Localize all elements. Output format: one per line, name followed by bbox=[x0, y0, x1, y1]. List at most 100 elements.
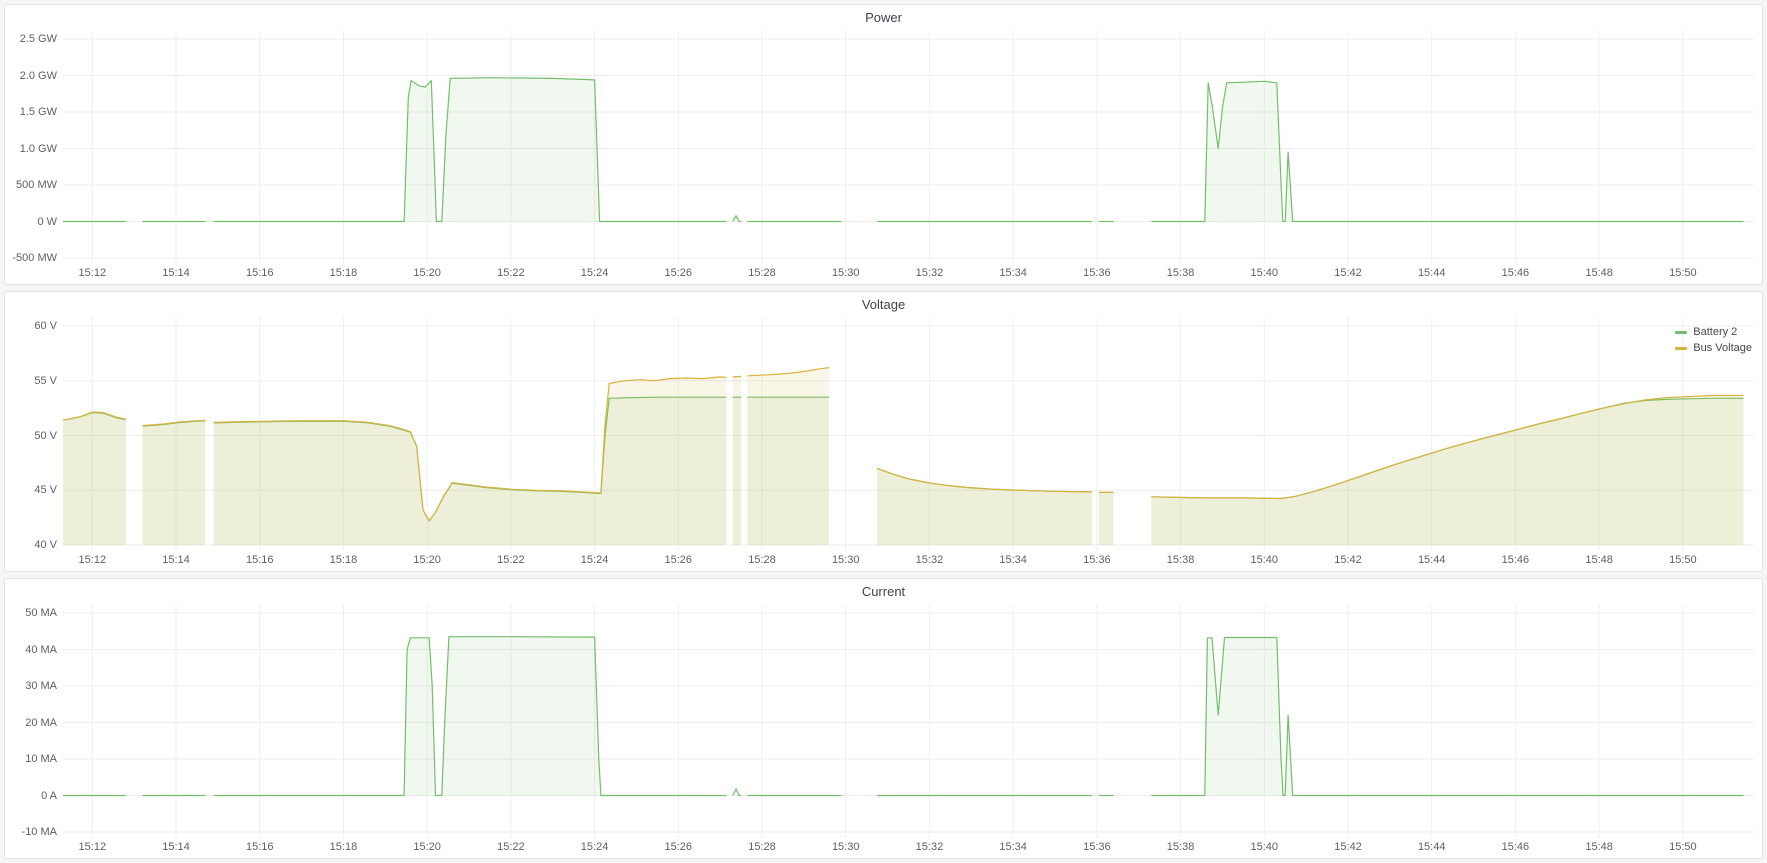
x-axis-label: 15:12 bbox=[78, 267, 107, 279]
x-axis-label: 15:42 bbox=[1334, 554, 1362, 566]
voltage-chart-body: 60 V 55 V 50 V 45 V 40 V Battery 2 Bus Volta… bbox=[5, 318, 1762, 551]
x-axis-label: 15:30 bbox=[831, 554, 860, 566]
bus-voltage-swatch-icon bbox=[1675, 347, 1688, 350]
x-axis-label: 15:32 bbox=[915, 841, 944, 853]
x-axis-label: 15:46 bbox=[1501, 841, 1530, 853]
x-axis-label: 15:24 bbox=[580, 841, 609, 853]
x-axis-label: 15:48 bbox=[1585, 554, 1613, 566]
y-axis-label: 2.5 GW bbox=[19, 33, 57, 45]
current-chart[interactable] bbox=[63, 605, 1754, 838]
x-axis-label: 15:44 bbox=[1417, 841, 1446, 853]
voltage-panel: Voltage 60 V 55 V 50 V 45 V 40 V Battery 2 B… bbox=[4, 291, 1763, 572]
y-axis-label: 45 V bbox=[34, 484, 57, 497]
x-axis-label: 15:36 bbox=[1083, 841, 1111, 853]
legend-item-bus-voltage[interactable]: Bus Voltage bbox=[1675, 342, 1752, 355]
voltage-plot-area[interactable]: Battery 2 Bus Voltage bbox=[63, 318, 1754, 551]
x-axis-label: 15:34 bbox=[999, 267, 1027, 279]
x-axis-label: 15:50 bbox=[1669, 554, 1697, 566]
y-axis-label: 40 V bbox=[34, 539, 57, 551]
current-panel-title[interactable]: Current bbox=[861, 584, 906, 599]
x-axis-label: 15:46 bbox=[1501, 554, 1530, 566]
current-panel: Current 50 MA 40 MA 30 MA 20 MA 10 MA 0 A -10 … bbox=[4, 578, 1763, 859]
x-axis-label: 15:18 bbox=[329, 841, 358, 853]
voltage-y-axis: 60 V 55 V 50 V 45 V 40 V bbox=[5, 318, 63, 551]
x-axis-label: 15:36 bbox=[1083, 267, 1111, 279]
x-axis-label: 15:30 bbox=[831, 841, 860, 853]
legend-item-battery-2[interactable]: Battery 2 bbox=[1675, 326, 1737, 339]
power-chart-body: 2.5 GW 2.0 GW 1.5 GW 1.0 GW 500 MW 0 W -500 MW bbox=[5, 31, 1762, 264]
x-axis-label: 15:38 bbox=[1166, 841, 1195, 853]
power-plot-area[interactable] bbox=[63, 31, 1754, 264]
voltage-panel-title[interactable]: Voltage bbox=[861, 297, 906, 312]
x-axis-label: 15:22 bbox=[497, 554, 525, 566]
x-axis-label: 15:38 bbox=[1166, 554, 1195, 566]
x-axis-label: 15:48 bbox=[1585, 267, 1613, 279]
x-axis-label: 15:40 bbox=[1250, 841, 1279, 853]
x-axis-label: 15:42 bbox=[1334, 267, 1362, 279]
x-axis-label: 15:20 bbox=[413, 267, 441, 279]
y-axis-label: 50 MA bbox=[25, 607, 57, 619]
x-axis-label: 15:12 bbox=[78, 841, 107, 853]
y-axis-label: 500 MW bbox=[16, 179, 57, 191]
current-plot-area[interactable] bbox=[63, 605, 1754, 838]
x-axis-label: 15:34 bbox=[999, 554, 1027, 566]
power-panel: Power 2.5 GW 2.0 GW 1.5 GW 1.0 GW 500 MW 0 W -… bbox=[4, 4, 1763, 285]
x-axis-label: 15:48 bbox=[1585, 841, 1613, 853]
y-axis-label: 1.5 GW bbox=[19, 106, 57, 118]
x-axis-label: 15:50 bbox=[1669, 841, 1697, 853]
x-axis-label: 15:12 bbox=[78, 554, 107, 566]
current-y-axis: 50 MA 40 MA 30 MA 20 MA 10 MA 0 A -10 MA bbox=[5, 605, 63, 838]
y-axis-label: 20 MA bbox=[25, 716, 57, 729]
y-axis-label: 10 MA bbox=[25, 753, 57, 765]
power-chart[interactable] bbox=[63, 31, 1754, 264]
y-axis-label: 2.0 GW bbox=[19, 69, 57, 82]
x-axis-label: 15:40 bbox=[1250, 267, 1279, 279]
y-axis-label: 0 A bbox=[41, 789, 57, 802]
x-axis-label: 15:24 bbox=[580, 554, 609, 566]
x-axis-label: 15:28 bbox=[748, 267, 776, 279]
y-axis-label: -10 MA bbox=[21, 826, 57, 838]
x-axis-label: 15:44 bbox=[1417, 267, 1446, 279]
x-axis-label: 15:36 bbox=[1083, 554, 1111, 566]
x-axis-label: 15:14 bbox=[162, 554, 190, 566]
power-y-axis: 2.5 GW 2.0 GW 1.5 GW 1.0 GW 500 MW 0 W -500 MW bbox=[5, 31, 63, 264]
y-axis-label: 40 MA bbox=[25, 643, 57, 656]
y-axis-label: 0 W bbox=[37, 215, 57, 228]
x-axis-label: 15:32 bbox=[915, 267, 944, 279]
x-axis-label: 15:18 bbox=[329, 267, 358, 279]
x-axis-label: 15:44 bbox=[1417, 554, 1446, 566]
legend-label-bus-voltage: Bus Voltage bbox=[1693, 342, 1752, 354]
x-axis-label: 15:38 bbox=[1166, 267, 1195, 279]
current-chart-body: 50 MA 40 MA 30 MA 20 MA 10 MA 0 A -10 MA bbox=[5, 605, 1762, 838]
x-axis-label: 15:24 bbox=[580, 267, 609, 279]
x-axis-label: 15:14 bbox=[162, 841, 190, 853]
x-axis-label: 15:34 bbox=[999, 841, 1027, 853]
y-axis-label: 50 V bbox=[34, 429, 57, 442]
x-axis-label: 15:26 bbox=[664, 554, 693, 566]
x-axis-label: 15:18 bbox=[329, 554, 358, 566]
x-axis-label: 15:16 bbox=[245, 554, 274, 566]
x-axis-label: 15:20 bbox=[413, 841, 441, 853]
y-axis-label: 1.0 GW bbox=[19, 142, 57, 155]
voltage-chart[interactable] bbox=[63, 318, 1754, 551]
voltage-x-axis: 15:12 15:14 15:16 15:18 15:20 15:22 15:24 15:26… bbox=[5, 551, 1762, 571]
x-axis-label: 15:28 bbox=[748, 554, 776, 566]
battery-2-swatch-icon bbox=[1675, 331, 1688, 334]
power-x-axis: 15:12 15:14 15:16 15:18 15:20 15:22 15:24 15:26… bbox=[5, 264, 1762, 284]
x-axis-label: 15:26 bbox=[664, 267, 693, 279]
x-axis-label: 15:22 bbox=[497, 841, 525, 853]
x-axis-label: 15:50 bbox=[1669, 267, 1697, 279]
x-axis-label: 15:16 bbox=[245, 841, 274, 853]
x-axis-label: 15:16 bbox=[245, 267, 274, 279]
x-axis-label: 15:46 bbox=[1501, 267, 1530, 279]
power-panel-title[interactable]: Power bbox=[865, 10, 902, 25]
current-x-axis: 15:12 15:14 15:16 15:18 15:20 15:22 15:24 15:26… bbox=[5, 838, 1762, 858]
y-axis-label: 55 V bbox=[34, 374, 57, 387]
x-axis-label: 15:30 bbox=[831, 267, 860, 279]
voltage-legend: Battery 2 Bus Voltage bbox=[1675, 326, 1752, 355]
y-axis-label: 60 V bbox=[34, 320, 57, 332]
x-axis-label: 15:28 bbox=[748, 841, 776, 853]
x-axis-label: 15:26 bbox=[664, 841, 693, 853]
x-axis-label: 15:32 bbox=[915, 554, 944, 566]
